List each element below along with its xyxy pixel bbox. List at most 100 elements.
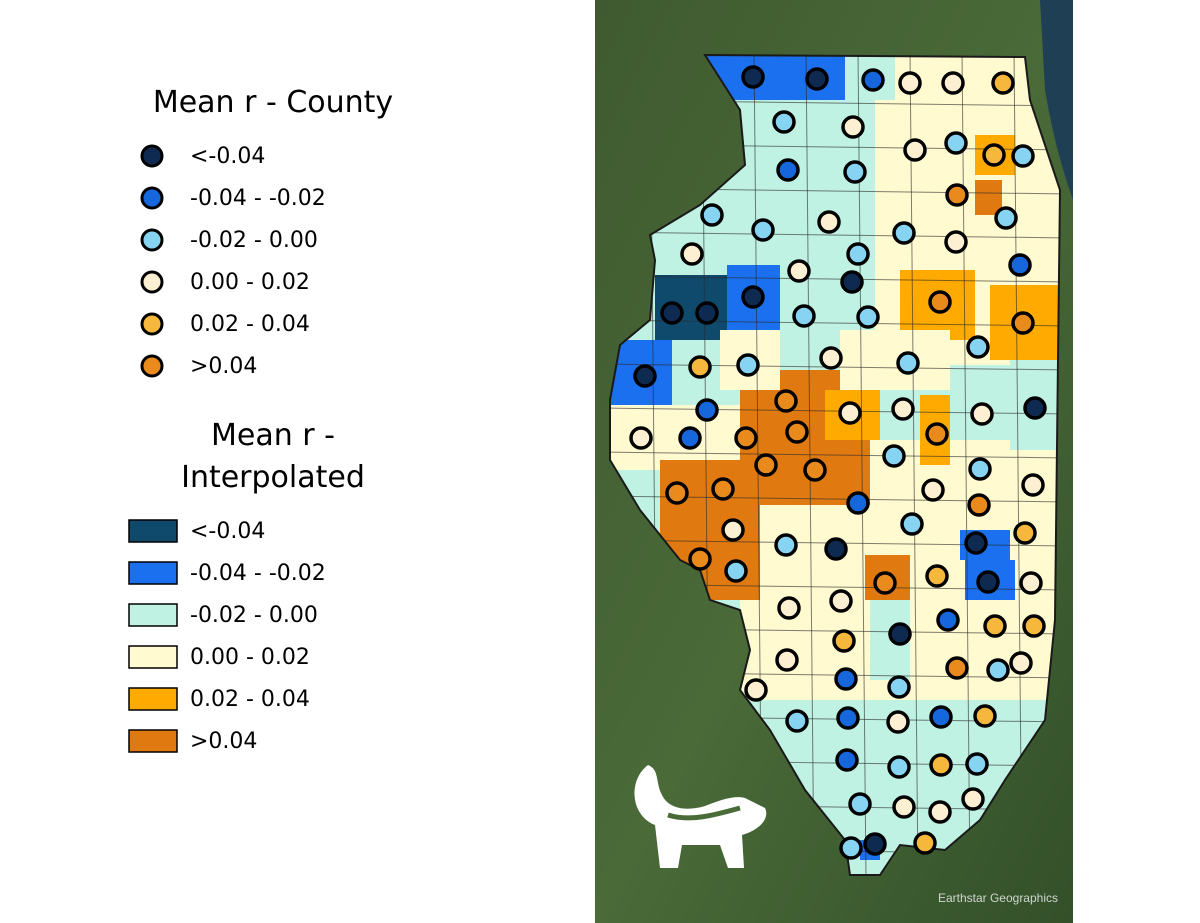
county-point <box>913 831 937 855</box>
county-point <box>936 608 960 632</box>
county-point <box>970 402 994 426</box>
legend-label: 0.00 - 0.02 <box>190 645 310 670</box>
county-point <box>678 426 702 450</box>
county-point <box>787 259 811 283</box>
county-point <box>1008 253 1032 277</box>
county-point <box>991 71 1015 95</box>
county-point <box>741 285 765 309</box>
county-border <box>610 451 1060 459</box>
county-point <box>863 832 887 856</box>
county-point <box>785 709 809 733</box>
county-point <box>945 183 969 207</box>
county-point <box>754 453 778 477</box>
skunk-stripe <box>667 805 741 821</box>
county-point <box>1011 311 1035 335</box>
state-outline <box>609 53 1062 876</box>
legend-swatch <box>128 645 178 669</box>
legend-interpolated: <-0.04 -0.04 - -0.02 -0.02 - 0.00 0.00 - 0.… <box>128 519 326 754</box>
legend-symbol <box>140 312 164 336</box>
county-point <box>903 138 927 162</box>
county-point <box>900 512 924 536</box>
county-point <box>848 792 872 816</box>
county-point <box>832 629 856 653</box>
county-point <box>928 800 952 824</box>
legend-symbol <box>140 354 164 378</box>
county-point <box>846 491 870 515</box>
county-point <box>836 706 860 730</box>
county-point <box>819 346 843 370</box>
county-border <box>857 55 867 875</box>
county-point <box>941 71 965 95</box>
county-point <box>777 596 801 620</box>
county-point <box>1023 396 1047 420</box>
county-point <box>829 589 853 613</box>
county-point <box>967 493 991 517</box>
county-point <box>1009 651 1033 675</box>
county-point <box>1019 571 1043 595</box>
county-point <box>925 422 949 446</box>
county-point <box>776 158 800 182</box>
county-point <box>734 426 758 450</box>
county-border <box>610 231 1060 239</box>
county-point <box>929 705 953 729</box>
county-point <box>665 481 689 505</box>
county-border <box>909 55 919 875</box>
county-point <box>1013 521 1037 545</box>
county-point <box>688 547 712 571</box>
county-point <box>882 444 906 468</box>
county-point <box>986 658 1010 682</box>
legend-swatch <box>128 561 178 585</box>
legend-label: -0.04 - -0.02 <box>190 561 326 586</box>
lake <box>1040 0 1073 200</box>
logo <box>634 765 767 868</box>
county-point <box>994 206 1018 230</box>
county-point <box>744 678 768 702</box>
county-point <box>824 537 848 561</box>
county-point <box>886 710 910 734</box>
county-point <box>961 787 985 811</box>
legend-label: -0.02 - 0.00 <box>190 228 318 253</box>
county-point <box>976 570 1000 594</box>
county-point <box>873 571 897 595</box>
county-point <box>775 648 799 672</box>
county-point <box>945 656 969 680</box>
county-point <box>846 242 870 266</box>
legend-symbol <box>140 144 164 168</box>
county-point <box>1022 614 1046 638</box>
legend-symbol <box>140 186 164 210</box>
legend-swatch <box>128 729 178 753</box>
county-point <box>887 675 911 699</box>
legend-swatch <box>128 603 178 627</box>
county-point <box>741 65 765 89</box>
county-point <box>925 564 949 588</box>
county-point <box>1011 144 1035 168</box>
county-point <box>834 667 858 691</box>
legend-county: <-0.04 -0.04 - -0.02 -0.02 - 0.00 0.00 - 0.… <box>140 144 326 379</box>
county-point <box>888 622 912 646</box>
county-point <box>964 531 988 555</box>
county-point <box>929 753 953 777</box>
attribution: Earthstar Geographics <box>938 891 1058 905</box>
county-point <box>982 143 1006 167</box>
county-point <box>838 401 862 425</box>
county-point <box>792 304 816 328</box>
county-point <box>861 68 885 92</box>
county-point <box>966 335 990 359</box>
county-point <box>892 221 916 245</box>
county-point <box>856 305 880 329</box>
legend-label: >0.04 <box>190 354 257 379</box>
county-point <box>724 559 748 583</box>
county-point <box>887 755 911 779</box>
county-point <box>774 533 798 557</box>
county-point <box>843 160 867 184</box>
legend-label: <-0.04 <box>190 144 265 169</box>
county-point <box>944 131 968 155</box>
county-point <box>896 351 920 375</box>
county-point <box>629 426 653 450</box>
legend-label: 0.02 - 0.04 <box>190 312 310 337</box>
legend-label: <-0.04 <box>190 519 265 544</box>
legend-swatch <box>128 687 178 711</box>
legend-title: Mean r - <box>211 418 335 453</box>
legend-symbol <box>140 228 164 252</box>
